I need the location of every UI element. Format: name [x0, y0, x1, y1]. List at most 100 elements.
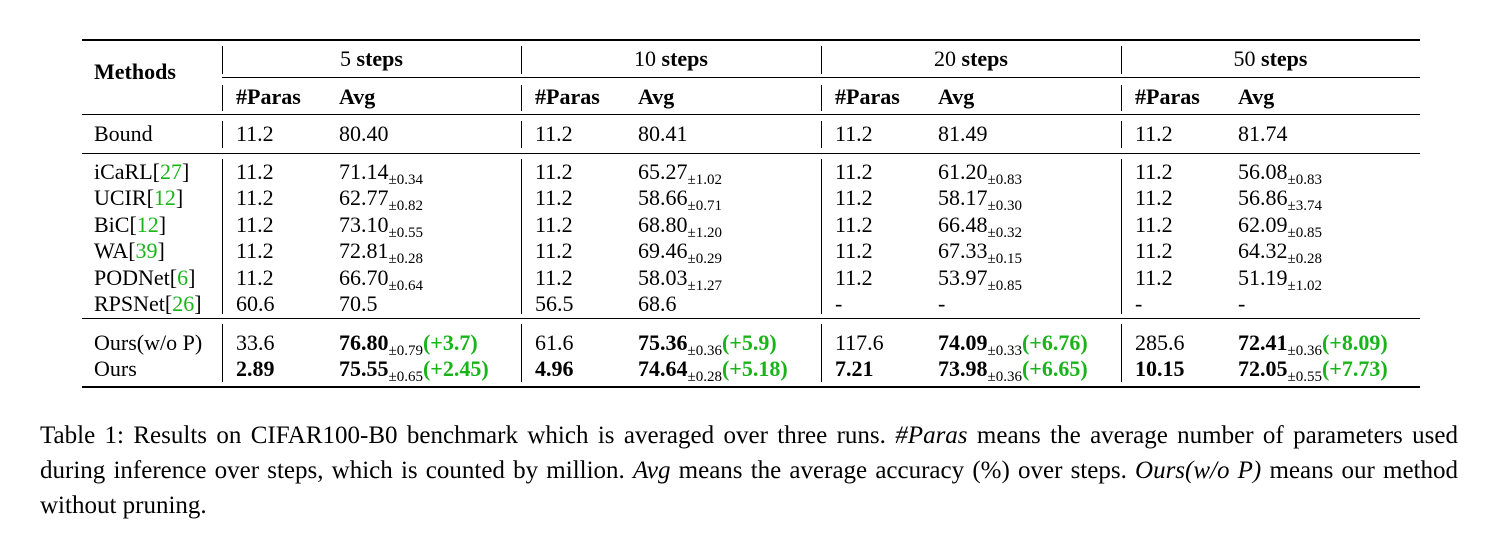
- step-group-header: 10 steps: [521, 46, 821, 72]
- improvement-delta: (+6.76): [1021, 330, 1088, 355]
- avg-value: 56.86±3.74: [1238, 185, 1322, 214]
- avg-value: 58.03±1.27: [638, 265, 722, 294]
- avg-value: 67.33±0.15: [938, 238, 1022, 267]
- avg-value: 62.09±0.85: [1238, 212, 1322, 241]
- caption-term-ours-wo-p: Ours(w/o P): [1135, 457, 1262, 484]
- paras-value: -: [835, 291, 842, 317]
- citation-bracket: [: [146, 185, 154, 210]
- avg-text: 56.86: [1238, 185, 1288, 210]
- std-text: ±0.85: [1287, 225, 1322, 241]
- paras-value: 11.2: [236, 121, 274, 147]
- paras-header-label: #Paras: [1135, 84, 1200, 109]
- avg-value: 58.66±0.71: [638, 185, 722, 214]
- paras-text: 11.2: [835, 121, 873, 146]
- column-separator: [1121, 159, 1122, 314]
- paras-text: 11.2: [1135, 238, 1173, 263]
- avg-value: 71.14±0.34: [339, 159, 423, 188]
- column-separator: [521, 46, 522, 74]
- avg-text: 75.55: [339, 356, 389, 381]
- avg-value: -: [938, 291, 945, 317]
- std-text: ±0.30: [987, 198, 1022, 214]
- avg-value: 51.19±1.02: [1238, 265, 1322, 294]
- paras-text: 11.2: [236, 159, 274, 184]
- bottom-rule: [82, 386, 1420, 388]
- avg-value: 66.70±0.64: [339, 265, 423, 294]
- paras-text: 11.2: [236, 238, 274, 263]
- caption-text: means the average accuracy (%) over step…: [670, 457, 1136, 484]
- paras-col-header: #Paras: [835, 84, 900, 110]
- avg-value: 72.41±0.36(+8.09): [1238, 330, 1388, 359]
- method-label: UCIR: [94, 185, 147, 210]
- avg-col-header: Avg: [339, 84, 375, 110]
- paras-value: 11.2: [1135, 238, 1173, 264]
- avg-value: 70.5: [339, 291, 378, 317]
- paras-text: 4.96: [535, 356, 574, 381]
- paras-text: 285.6: [1135, 330, 1185, 355]
- avg-col-header: Avg: [938, 84, 974, 110]
- avg-value: 68.6: [638, 291, 677, 317]
- avg-text: 68.6: [638, 291, 677, 316]
- paras-text: 11.2: [535, 265, 573, 290]
- table-caption: Table 1: Results on CIFAR100-B0 benchmar…: [40, 418, 1458, 523]
- method-label: BiC: [94, 212, 130, 237]
- avg-text: 64.32: [1238, 238, 1288, 263]
- method-name: Bound: [94, 121, 153, 147]
- paras-text: 11.2: [1135, 121, 1173, 146]
- avg-header-label: Avg: [339, 84, 376, 109]
- paras-text: 11.2: [1135, 212, 1173, 237]
- avg-text: 74.64: [638, 356, 688, 381]
- step-count: 10: [634, 46, 662, 71]
- std-text: ±0.32: [987, 225, 1022, 241]
- paras-text: 11.2: [835, 265, 873, 290]
- avg-text: 70.5: [339, 291, 378, 316]
- column-separator: [1121, 85, 1122, 111]
- std-text: ±0.36: [687, 343, 722, 359]
- avg-text: 53.97: [938, 265, 988, 290]
- avg-value: 68.80±1.20: [638, 212, 722, 241]
- avg-value: 69.46±0.29: [638, 238, 722, 267]
- citation-bracket: [: [169, 265, 178, 290]
- citation-ref: 39: [135, 238, 158, 263]
- header-bottom-rule: [82, 114, 1420, 115]
- paras-value: 11.2: [835, 212, 873, 238]
- methods-header-label: Methods: [94, 59, 176, 84]
- caption-text: means the average number of parameters u…: [40, 422, 1458, 484]
- column-separator: [521, 121, 522, 148]
- citation-bracket: [: [164, 291, 173, 316]
- std-text: ±0.28: [687, 369, 722, 385]
- avg-value: 75.55±0.65(+2.45): [339, 356, 489, 385]
- paras-text: 11.2: [1135, 265, 1173, 290]
- method-name: WA[39]: [94, 238, 165, 264]
- column-separator: [222, 121, 223, 148]
- citation-bracket: [: [152, 159, 160, 184]
- paras-header-label: #Paras: [535, 84, 600, 109]
- column-separator: [521, 85, 522, 111]
- avg-value: 80.40: [339, 121, 389, 147]
- avg-text: 62.09: [1238, 212, 1288, 237]
- avg-text: 66.70: [339, 265, 389, 290]
- avg-value: 81.49: [938, 121, 988, 147]
- step-group-header: 50 steps: [1121, 46, 1420, 72]
- column-separator: [222, 85, 223, 111]
- method-label: Ours(w/o P): [94, 330, 203, 355]
- paras-value: 285.6: [1135, 330, 1185, 356]
- paras-value: 61.6: [535, 330, 574, 356]
- paras-text: 11.2: [835, 238, 873, 263]
- avg-value: 53.97±0.85: [938, 265, 1022, 294]
- paras-value: 11.2: [535, 212, 573, 238]
- improvement-delta: (+3.7): [422, 330, 478, 355]
- citation-bracket: ]: [188, 265, 196, 290]
- step-word: steps: [961, 46, 1008, 71]
- column-separator: [821, 46, 822, 74]
- column-separator: [521, 324, 522, 382]
- step-group-underline: [222, 77, 1420, 78]
- step-count: 20: [934, 46, 962, 71]
- paras-text: 11.2: [835, 159, 873, 184]
- paras-value: 56.5: [535, 291, 574, 317]
- avg-value: -: [1238, 291, 1245, 317]
- paras-text: 11.2: [236, 121, 274, 146]
- method-label: PODNet: [94, 265, 170, 290]
- step-count: 50: [1233, 46, 1262, 71]
- improvement-delta: (+6.65): [1021, 356, 1088, 381]
- paras-text: 61.6: [535, 330, 574, 355]
